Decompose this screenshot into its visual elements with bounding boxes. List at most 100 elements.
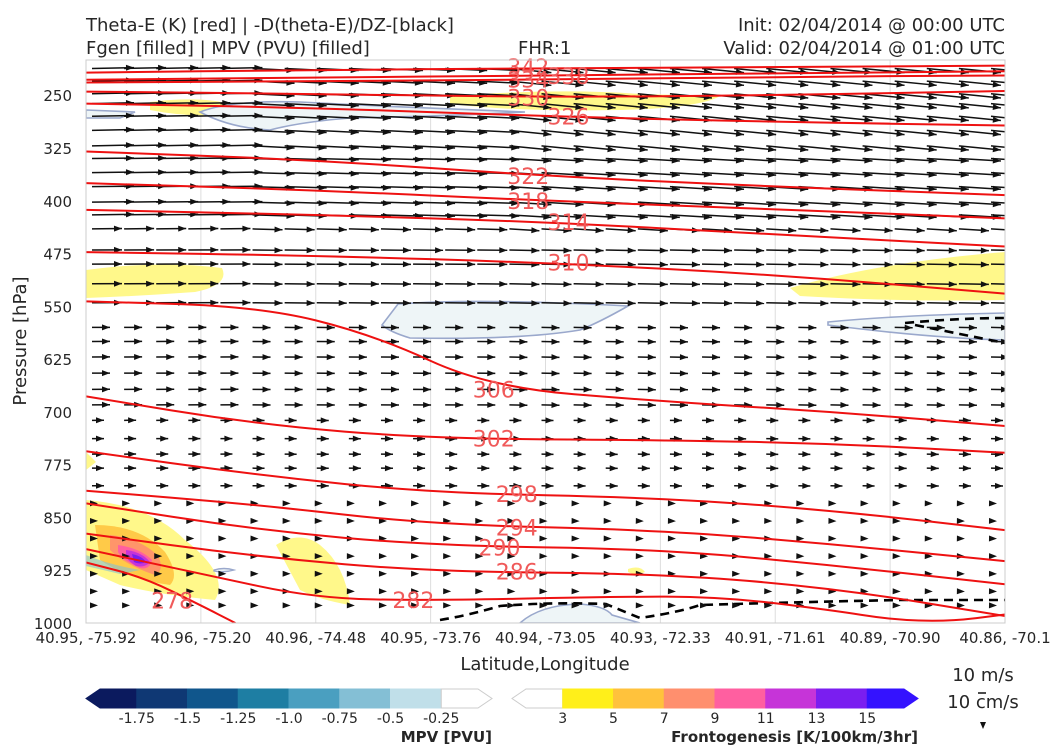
wind-arrow-head	[673, 465, 682, 472]
wind-arrow-head	[551, 354, 560, 361]
wind-arrow-head	[499, 261, 508, 268]
wind-arrow-head	[314, 535, 323, 542]
colorbar-swatch	[85, 688, 138, 709]
wind-arrow-head	[956, 535, 965, 542]
wind-arrow-head	[449, 482, 458, 489]
y-tick-label: 250	[43, 87, 72, 105]
wind-arrow-head	[860, 553, 869, 560]
wind-arrow-head	[639, 130, 648, 137]
fgen-region	[276, 537, 350, 605]
wind-arrow-head	[703, 81, 712, 88]
wind-arrow-head	[635, 553, 644, 560]
wind-arrow-head	[262, 338, 271, 345]
wind-arrow-head	[411, 553, 420, 560]
wind-arrow-head	[262, 386, 271, 393]
wind-arrow-head	[467, 261, 476, 268]
theta-e-contour-342	[86, 64, 1005, 74]
wind-arrow-head	[808, 354, 817, 361]
wind-arrow-head	[603, 553, 612, 560]
wind-arrow-head	[449, 465, 458, 472]
wind-arrow-head	[128, 451, 137, 458]
wind-arrow-head	[667, 553, 676, 560]
wind-arrow-head	[288, 451, 297, 458]
wind-arrow-head	[723, 281, 733, 288]
wind-arrow-head	[314, 553, 323, 560]
wind-arrow-head	[770, 435, 779, 442]
wind-arrow-head	[160, 465, 169, 472]
colorbar-swatch	[187, 688, 239, 709]
wind-arrow-shaft	[990, 249, 1005, 252]
wind-arrow-head	[872, 338, 881, 345]
wind-arrow-head	[519, 402, 528, 409]
wind-arrow-head	[764, 602, 773, 609]
wind-arrow-shaft	[990, 145, 1005, 149]
wind-arrow-head	[539, 500, 548, 507]
wind-arrow-head	[1025, 172, 1033, 178]
wind-arrow-head	[370, 261, 379, 268]
wind-arrow-head	[224, 451, 233, 458]
wind-arrow-head	[449, 451, 458, 458]
wind-arrow-head	[834, 482, 843, 489]
wind-arrow-head	[924, 588, 933, 595]
wind-arrow-head	[178, 246, 187, 253]
wind-arrow-head	[423, 370, 432, 377]
wind-arrow-head	[531, 300, 540, 307]
wind-arrow-head	[294, 354, 303, 361]
wind-arrow-head	[160, 482, 169, 489]
wind-arrow-head	[262, 354, 271, 361]
wind-arrow-shaft	[990, 185, 1005, 189]
wind-arrow-head	[186, 602, 195, 609]
wind-arrow-head	[770, 465, 779, 472]
wind-arrow-head	[840, 386, 849, 393]
wind-arrow-head	[802, 465, 811, 472]
wind-key-horizontal: 10 m/s	[952, 665, 1014, 686]
wind-arrow-head	[1025, 131, 1033, 137]
wind-arrow-head	[764, 553, 773, 560]
wind-arrow-head	[756, 281, 765, 288]
wind-arrow-head	[924, 553, 933, 560]
wind-arrow-head	[834, 435, 843, 442]
wind-arrow-head	[218, 570, 227, 577]
wind-arrow-head	[828, 570, 837, 577]
wind-arrow-head	[352, 465, 361, 472]
wind-arrow-head	[916, 261, 925, 268]
wind-arrow-head	[735, 81, 745, 88]
wind-arrow-head	[659, 281, 668, 288]
y-tick-label: 1000	[34, 615, 72, 633]
wind-arrow-head	[802, 451, 811, 458]
wind-arrow-head	[659, 300, 668, 307]
wind-arrow-head	[988, 517, 997, 524]
wind-arrow-head	[936, 354, 945, 361]
wind-arrow-head	[711, 370, 721, 377]
wind-arrow-head	[832, 94, 841, 101]
wind-arrow-head	[691, 281, 700, 288]
wind-arrow-head	[916, 247, 925, 254]
wind-arrow-head	[282, 602, 291, 609]
wind-arrow-head	[128, 417, 137, 424]
wind-arrow-head	[390, 370, 399, 377]
wind-arrow-head	[667, 588, 676, 595]
wind-arrow-head	[224, 435, 233, 442]
wind-arrow-head	[481, 482, 490, 489]
wind-arrow-head	[834, 417, 843, 424]
wind-arrow-head	[543, 68, 552, 75]
wind-arrow-head	[306, 247, 315, 254]
wind-arrow-head	[384, 435, 393, 442]
theta-e-contour-306	[86, 300, 1005, 427]
wind-arrow-head	[192, 451, 201, 458]
wind-arrow-head	[988, 570, 997, 577]
wind-arrow-head	[384, 417, 393, 424]
wind-arrow-head	[122, 602, 131, 609]
wind-arrow-head	[320, 435, 329, 442]
wind-arrow-head	[101, 401, 110, 408]
x-tick-label: 40.96, -74.48	[265, 629, 366, 647]
wind-arrow-head	[834, 451, 843, 458]
wind-arrow-head	[679, 386, 688, 393]
wind-arrow-head	[992, 116, 1001, 123]
wind-arrow-head	[860, 570, 869, 577]
wind-arrow-head	[358, 370, 367, 377]
wind-arrow-head	[770, 417, 779, 424]
wind-arrow-head	[101, 324, 110, 331]
wind-arrow-head	[595, 227, 604, 234]
wind-arrow-head	[744, 324, 753, 331]
